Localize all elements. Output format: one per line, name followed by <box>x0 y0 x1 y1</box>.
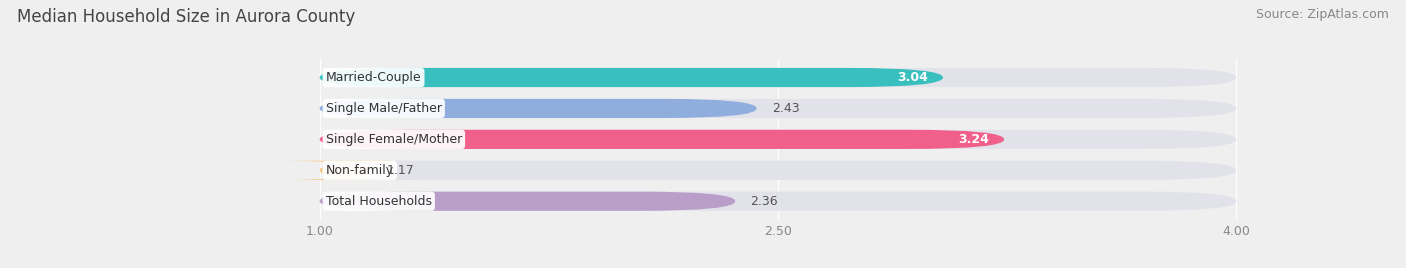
Text: Non-family: Non-family <box>326 164 394 177</box>
FancyBboxPatch shape <box>319 192 735 211</box>
Text: 2.36: 2.36 <box>751 195 778 208</box>
FancyBboxPatch shape <box>277 161 415 180</box>
FancyBboxPatch shape <box>319 161 1236 180</box>
FancyBboxPatch shape <box>319 130 1236 149</box>
Text: 3.04: 3.04 <box>897 71 928 84</box>
FancyBboxPatch shape <box>319 99 756 118</box>
Text: Total Households: Total Households <box>326 195 432 208</box>
FancyBboxPatch shape <box>319 68 943 87</box>
FancyBboxPatch shape <box>319 68 1236 87</box>
FancyBboxPatch shape <box>319 192 1236 211</box>
Text: 2.43: 2.43 <box>772 102 800 115</box>
Text: Married-Couple: Married-Couple <box>326 71 422 84</box>
Text: Single Male/Father: Single Male/Father <box>326 102 441 115</box>
Text: 3.24: 3.24 <box>957 133 988 146</box>
Text: Single Female/Mother: Single Female/Mother <box>326 133 463 146</box>
Text: Median Household Size in Aurora County: Median Household Size in Aurora County <box>17 8 356 26</box>
FancyBboxPatch shape <box>319 130 1004 149</box>
FancyBboxPatch shape <box>319 99 1236 118</box>
Text: 1.17: 1.17 <box>387 164 415 177</box>
Text: Source: ZipAtlas.com: Source: ZipAtlas.com <box>1256 8 1389 21</box>
